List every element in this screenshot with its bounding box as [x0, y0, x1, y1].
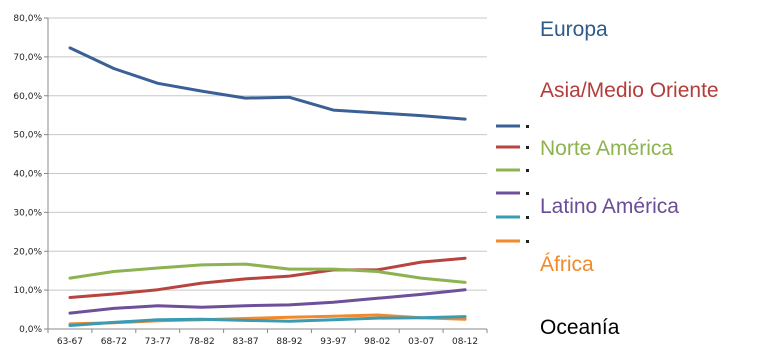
y-tick-label: 70,0%	[13, 53, 42, 63]
y-tick-label: 40,0%	[13, 170, 42, 180]
legend-marker	[526, 192, 529, 195]
legend-marker	[526, 169, 529, 172]
x-tick-label: 63-67	[57, 337, 83, 347]
x-tick-label: 78-82	[189, 337, 215, 347]
legend-marker	[526, 125, 529, 128]
y-tick-label: 10,0%	[13, 286, 42, 296]
legend-item-norte-america: Norte América	[540, 137, 674, 160]
legend: Europa Asia/Medio Oriente Norte América …	[540, 0, 768, 352]
x-tick-label: 08-12	[452, 337, 478, 347]
series-line-europa	[68, 46, 467, 121]
legend-item-europa: Europa	[540, 18, 608, 41]
x-tick-label: 73-77	[145, 337, 171, 347]
legend-marker	[526, 240, 529, 243]
y-tick-label: 50,0%	[13, 131, 42, 141]
legend-marker	[526, 146, 529, 149]
x-tick-label: 88-92	[276, 337, 302, 347]
series-line-norte-am-rica	[68, 262, 467, 284]
y-tick-label: 0,0%	[19, 325, 42, 335]
y-tick-label: 60,0%	[13, 92, 42, 102]
legend-item-africa: África	[540, 253, 594, 276]
chart-axes: 0,0% 10,0% 20,0% 30,0% 40,0% 50,0% 60,0% 70,0% 8…	[13, 14, 488, 347]
x-tick-label: 83-87	[232, 337, 258, 347]
legend-marker	[526, 216, 529, 219]
gridlines	[48, 17, 487, 291]
series-line-ocean-a	[68, 315, 467, 327]
y-tick-label: 20,0%	[13, 247, 42, 257]
series-line-asia-medio-oriente	[68, 256, 467, 299]
x-tick-label: 68-72	[101, 337, 127, 347]
legend-item-asia-medio-oriente: Asia/Medio Oriente	[540, 79, 719, 102]
series-line-latino-am-rica	[68, 288, 467, 315]
mini-legend	[496, 124, 529, 243]
series-lines	[68, 46, 467, 327]
x-tick-label: 03-07	[408, 337, 434, 347]
legend-item-latino-america: Latino América	[540, 195, 679, 218]
y-tick-label: 30,0%	[13, 208, 42, 218]
x-tick-label: 98-02	[364, 337, 390, 347]
x-tick-label: 93-97	[320, 337, 346, 347]
y-tick-label: 80,0%	[13, 14, 42, 24]
legend-item-oceania: Oceanía	[540, 316, 620, 339]
